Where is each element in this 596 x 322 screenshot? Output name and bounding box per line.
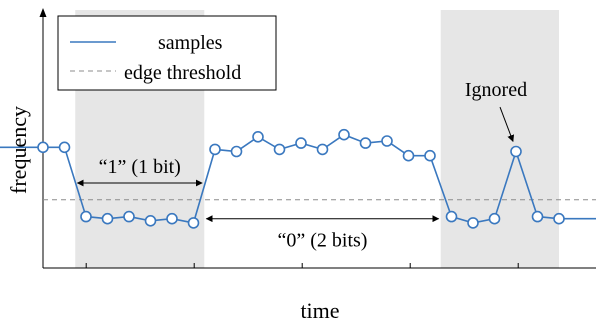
y-axis-label: frequency [6,106,31,194]
data-point [447,212,457,222]
legend: samples edge threshold [58,16,276,90]
legend-label-edge-threshold: edge threshold [124,62,241,84]
data-point [167,214,177,224]
data-point [425,151,435,161]
data-point [232,147,242,157]
data-point [275,144,285,154]
x-axis-label: time [300,298,339,322]
data-point [554,214,564,224]
data-point [81,212,91,222]
data-point [468,218,478,228]
data-point [253,132,263,142]
data-point [490,214,500,224]
data-point [124,212,134,222]
data-point [533,212,543,222]
legend-label-samples: samples [158,32,223,54]
data-point [210,144,220,154]
span-label-2: “0” (2 bits) [278,230,368,252]
span-label-1: “1” (1 bit) [99,156,181,178]
shaded-region-2 [441,10,559,268]
data-point [511,147,521,157]
data-point [146,216,156,226]
data-point [318,144,328,154]
data-point [382,136,392,146]
data-point [361,138,371,148]
data-point [404,151,414,161]
data-point [60,142,70,152]
y-axis-arrowhead [40,8,47,17]
ignored-label: Ignored [465,79,527,101]
data-point [339,130,349,140]
data-point [296,138,306,148]
data-point [103,214,113,224]
data-point [189,218,199,228]
data-point [38,142,48,152]
